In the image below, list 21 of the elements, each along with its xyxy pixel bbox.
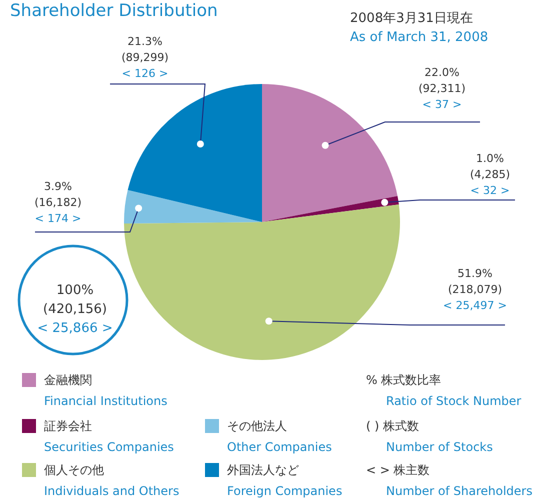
data-label: 22.0% (92,311) < 37 > [418,66,466,111]
text: ( ) 株式数 Number of Stocks [366,419,493,454]
pie-slice [124,190,262,224]
legend-label: その他法人 Other Companies [227,419,332,454]
text: % 株式数比率 Ratio of Stock Number [366,373,522,408]
legend-label: 金融機関 Financial Institutions [44,373,168,408]
data-label: 21.3% (89,299) < 126 > [121,35,169,80]
pie-slice [262,196,399,222]
legend-label: 外国法人など Foreign Companies [227,463,342,498]
legend-label: 証券会社 Securities Companies [44,419,174,454]
pie-slice [124,204,400,360]
legend-label: 個人その他 Individuals and Others [44,463,180,498]
pie-slice [262,84,398,222]
data-label: 1.0% (4,285) < 32 > [470,152,510,197]
chart-title: Shareholder Distribution [10,1,218,21]
text: 100% (420,156) < 25,866 > [37,283,113,336]
data-label: 3.9% (16,182) < 174 > [34,180,82,225]
pie-slice [128,84,262,222]
text: < > 株主数 Number of Shareholders [366,463,532,498]
data-label: 51.9% (218,079) < 25,497 > [443,267,507,312]
chart-subtitle: 2008年3月31日現在 As of March 31, 2008 [350,11,488,45]
